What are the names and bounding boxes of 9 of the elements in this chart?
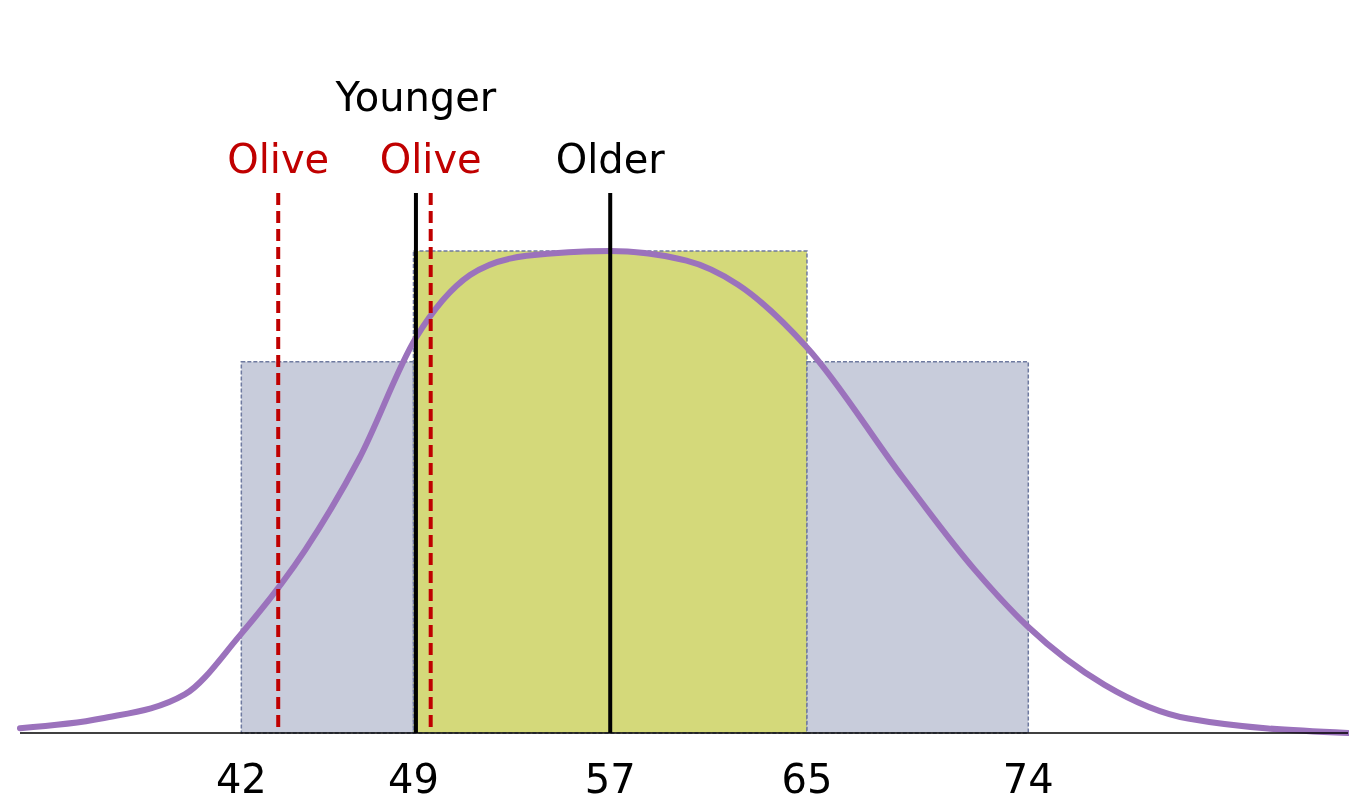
x-tick-label: 42 [215, 756, 267, 802]
x-tick-label: 65 [781, 756, 833, 802]
ref-line-label: Olive [379, 136, 482, 182]
ref-line-label: Olive [227, 136, 330, 182]
x-tick-label: 57 [584, 756, 636, 802]
ref-line-label: Older [555, 136, 666, 182]
ref-line-label: Younger [334, 74, 497, 120]
x-tick-label: 74 [1002, 756, 1054, 802]
x-tick-label: 49 [388, 756, 439, 802]
